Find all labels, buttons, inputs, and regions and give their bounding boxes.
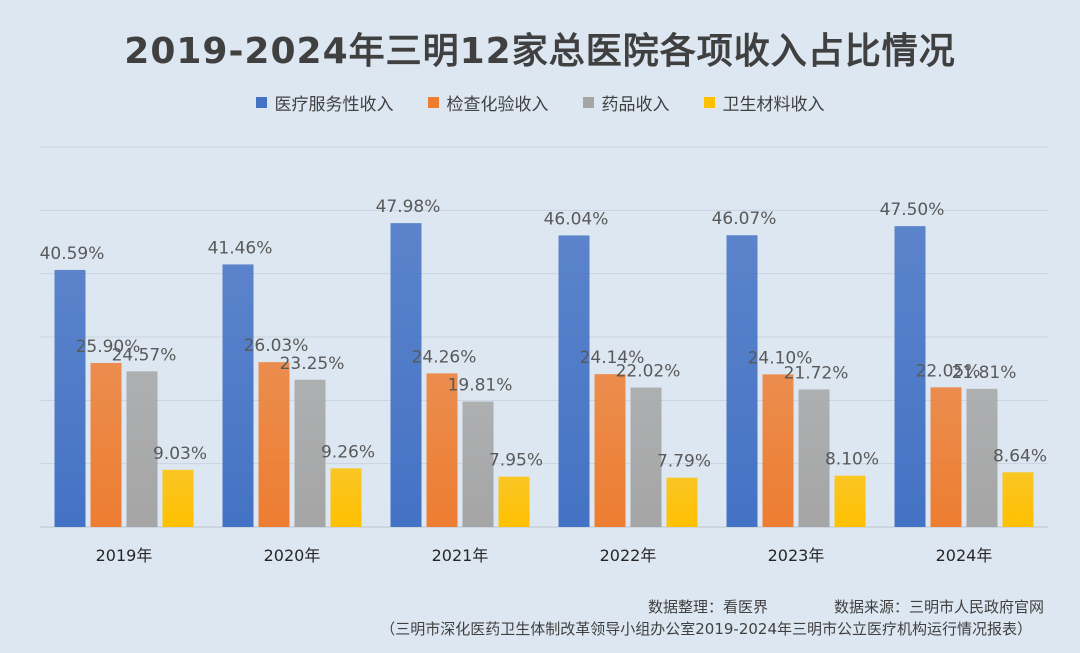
bar xyxy=(162,469,194,527)
bar xyxy=(1002,472,1034,527)
legend-swatch xyxy=(427,97,439,108)
bar xyxy=(90,362,122,527)
bar xyxy=(630,387,662,527)
bar xyxy=(258,362,290,527)
data-label: 40.59% xyxy=(40,244,105,264)
bar xyxy=(126,371,158,527)
x-tick-label: 2020年 xyxy=(264,546,321,565)
bar xyxy=(462,401,494,527)
bar xyxy=(798,389,830,527)
bar xyxy=(762,374,794,527)
data-label: 19.81% xyxy=(448,376,513,396)
x-tick-label: 2019年 xyxy=(96,546,153,565)
chart-legend: 医疗服务性收入 检查化验收入 药品收入 卫生材料收入 xyxy=(0,90,1080,115)
bar xyxy=(390,223,422,528)
bar xyxy=(426,373,458,527)
footer-note: （三明市深化医药卫生体制改革领导小组办公室2019-2024年三明市公立医疗机构… xyxy=(380,620,1032,638)
bar xyxy=(330,468,362,527)
footer-organizer: 数据整理：看医界 xyxy=(647,598,768,616)
data-label: 24.57% xyxy=(112,345,177,365)
footer-credits: 数据整理：看医界 数据来源：三明市人民政府官网 xyxy=(648,596,1044,617)
legend-label: 药品收入 xyxy=(601,95,670,115)
data-label: 22.02% xyxy=(616,362,681,382)
footer-source: 数据来源：三明市人民政府官网 xyxy=(833,598,1044,616)
chart-title: 2019-2024年三明12家总医院各项收入占比情况 xyxy=(124,31,956,72)
bar xyxy=(930,387,962,527)
bar xyxy=(54,269,86,527)
data-label: 47.98% xyxy=(376,197,441,217)
bar xyxy=(594,374,626,527)
data-label: 21.72% xyxy=(784,363,849,383)
data-label: 8.10% xyxy=(825,450,879,470)
bar xyxy=(726,235,758,527)
legend-swatch xyxy=(582,97,594,108)
data-label: 21.81% xyxy=(952,363,1017,383)
legend-label: 检查化验收入 xyxy=(446,95,549,115)
data-label: 7.95% xyxy=(489,451,543,471)
bar xyxy=(558,235,590,527)
x-tick-label: 2024年 xyxy=(936,546,993,565)
x-tick-label: 2023年 xyxy=(768,546,825,565)
bar xyxy=(966,388,998,527)
data-label: 46.07% xyxy=(712,209,777,229)
data-label: 24.26% xyxy=(412,347,477,367)
data-label: 47.50% xyxy=(880,200,945,220)
data-label: 24.10% xyxy=(748,348,813,368)
data-label: 41.46% xyxy=(208,238,273,258)
bar xyxy=(498,476,530,527)
legend-item: 医疗服务性收入 xyxy=(255,90,394,115)
data-label: 22.05% xyxy=(916,361,981,381)
bar xyxy=(834,475,866,527)
data-label: 23.25% xyxy=(280,354,345,374)
legend-label: 医疗服务性收入 xyxy=(274,95,394,115)
bar xyxy=(666,477,698,527)
data-label: 9.26% xyxy=(321,442,375,462)
data-label: 24.14% xyxy=(580,348,645,368)
data-label: 8.64% xyxy=(993,446,1047,466)
data-label: 25.90% xyxy=(76,337,141,357)
bar xyxy=(294,379,326,527)
data-label: 9.03% xyxy=(153,444,207,464)
data-label: 7.79% xyxy=(657,452,711,472)
bar xyxy=(894,226,926,527)
legend-item: 药品收入 xyxy=(582,90,670,115)
legend-label: 卫生材料收入 xyxy=(722,95,825,115)
data-label: 26.03% xyxy=(244,336,309,356)
legend-item: 检查化验收入 xyxy=(427,90,549,115)
x-tick-label: 2022年 xyxy=(600,546,657,565)
data-label: 46.04% xyxy=(544,209,609,229)
bar xyxy=(222,264,254,527)
legend-swatch xyxy=(255,97,267,108)
legend-item: 卫生材料收入 xyxy=(703,90,825,115)
x-tick-label: 2021年 xyxy=(432,546,489,565)
legend-swatch xyxy=(703,97,715,108)
